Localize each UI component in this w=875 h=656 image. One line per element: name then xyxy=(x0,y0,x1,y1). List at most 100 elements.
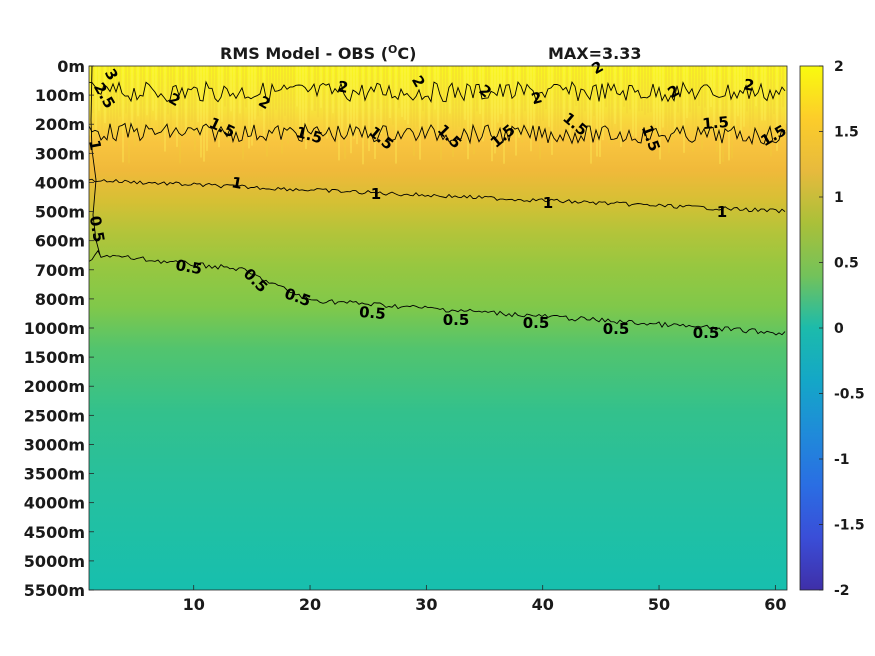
noise-streak xyxy=(455,66,457,139)
noise-streak xyxy=(608,66,610,143)
contour-label: 0.5 xyxy=(603,320,630,338)
contour-line-1-5 xyxy=(89,122,786,146)
noise-streak xyxy=(509,66,511,140)
noise-streak xyxy=(758,66,760,144)
contour-label: 1 xyxy=(85,138,105,151)
noise-streak xyxy=(101,66,103,142)
noise-streak xyxy=(779,66,781,146)
noise-streak xyxy=(206,66,208,151)
noise-streak xyxy=(158,66,160,135)
noise-streak xyxy=(293,66,295,135)
noise-streak xyxy=(218,66,220,148)
noise-streak xyxy=(386,66,388,147)
contour-line-2 xyxy=(89,80,786,103)
noise-streak xyxy=(536,66,538,133)
noise-streak xyxy=(569,66,571,142)
noise-streak xyxy=(269,66,271,136)
noise-streak xyxy=(467,66,469,160)
noise-streak xyxy=(593,66,595,117)
noise-streak xyxy=(710,66,712,108)
noise-streak xyxy=(518,66,520,138)
contour-label: 1.5 xyxy=(702,113,730,133)
noise-streak xyxy=(188,66,190,134)
noise-streak xyxy=(200,66,202,158)
contour-label: 2 xyxy=(336,77,349,97)
noise-streak xyxy=(590,66,592,164)
noise-streak xyxy=(422,66,424,112)
noise-streak xyxy=(335,66,337,146)
noise-streak xyxy=(659,66,661,160)
noise-streak xyxy=(650,66,652,113)
noise-streak xyxy=(575,66,577,107)
noise-streak xyxy=(272,66,274,123)
noise-streak xyxy=(557,66,559,134)
noise-streak xyxy=(380,66,382,135)
noise-streak xyxy=(719,66,721,164)
noise-streak xyxy=(116,66,118,140)
noise-streak xyxy=(296,66,298,107)
noise-streak xyxy=(458,66,460,127)
noise-streak xyxy=(164,66,166,152)
noise-streak xyxy=(725,66,727,125)
noise-streak xyxy=(599,66,601,157)
y-tick-label: 3000m xyxy=(24,435,85,454)
noise-streak xyxy=(233,66,235,134)
noise-streak xyxy=(761,66,763,121)
noise-streak xyxy=(212,66,214,126)
noise-streak xyxy=(572,66,574,136)
noise-streak xyxy=(452,66,454,158)
colorbar-tick-label: -2 xyxy=(834,583,850,599)
noise-streak xyxy=(656,66,658,134)
y-tick-label: 300m xyxy=(35,144,85,163)
noise-streak xyxy=(470,66,472,129)
contour-label: 0.5 xyxy=(443,311,470,329)
noise-streak xyxy=(440,66,442,161)
noise-streak xyxy=(611,66,613,144)
y-tick-label: 700m xyxy=(35,261,85,280)
noise-streak xyxy=(185,66,187,133)
y-tick-label: 200m xyxy=(35,115,85,134)
noise-streak xyxy=(344,66,346,160)
noise-streak xyxy=(89,66,91,136)
contour-line-edge xyxy=(90,66,101,256)
noise-streak xyxy=(374,66,376,159)
noise-streak xyxy=(539,66,541,160)
noise-streak xyxy=(482,66,484,142)
noise-streak xyxy=(491,66,493,162)
noise-streak xyxy=(146,66,148,116)
y-tick-label: 4500m xyxy=(24,523,85,542)
noise-streak xyxy=(371,66,373,137)
noise-streak xyxy=(398,66,400,109)
noise-streak xyxy=(227,66,229,142)
noise-streak xyxy=(767,66,769,145)
noise-streak xyxy=(128,66,130,164)
y-tick-label: 0m xyxy=(57,57,85,76)
noise-streak xyxy=(365,66,367,146)
y-tick-label: 3500m xyxy=(24,465,85,484)
noise-streak xyxy=(731,66,733,159)
contour-line-1 xyxy=(89,178,786,214)
noise-streak xyxy=(512,66,514,114)
noise-streak xyxy=(503,66,505,164)
colorbar-tick-label: -1 xyxy=(834,452,850,468)
noise-streak xyxy=(533,66,535,133)
noise-streak xyxy=(209,66,211,140)
y-tick-label: 800m xyxy=(35,290,85,309)
noise-streak xyxy=(107,66,109,146)
y-tick-label: 1500m xyxy=(24,348,85,367)
colorbar-tick-label: 0.5 xyxy=(834,256,859,272)
noise-streak xyxy=(497,66,499,123)
noise-streak xyxy=(620,66,622,147)
noise-streak xyxy=(527,66,529,129)
noise-streak xyxy=(749,66,751,129)
noise-streak xyxy=(623,66,625,107)
noise-streak xyxy=(437,66,439,134)
noise-streak xyxy=(419,66,421,160)
noise-streak xyxy=(605,66,607,108)
noise-streak xyxy=(119,66,121,117)
noise-streak xyxy=(554,66,556,139)
noise-streak xyxy=(215,66,217,119)
noise-streak xyxy=(287,66,289,144)
noise-streak xyxy=(308,66,310,123)
